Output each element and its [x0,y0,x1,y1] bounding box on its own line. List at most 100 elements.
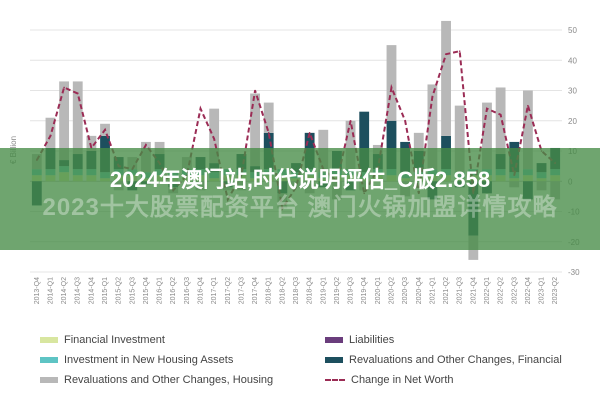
legend-label: Revaluations and Other Changes, Housing [64,374,274,386]
x-tick-label: 2017-Q2 [225,277,232,304]
legend-financial-investment: Financial Investment [40,334,165,346]
legend-dash-line [325,379,345,381]
bar-segment [359,111,370,173]
net-worth-point [254,89,256,92]
bar-segment [59,81,70,161]
bar-segment [263,102,274,133]
net-worth-point [486,107,488,110]
net-worth-point [499,113,502,116]
bar-segment [495,87,506,155]
legend-swatch [325,337,343,343]
x-tick-label: 2015-Q3 [129,277,136,304]
legend-label: Financial Investment [64,334,165,346]
bar-segment [72,81,83,155]
legend-new-housing: Investment in New Housing Assets [40,354,233,366]
x-tick-label: 2022-Q4 [525,277,532,304]
bar-segment [413,132,424,151]
net-worth-point [404,119,406,122]
y-tick-label: 50 [568,26,577,35]
legend-label: Investment in New Housing Assets [64,354,234,366]
bar-segment [386,120,397,170]
x-tick-label: 2021-Q2 [443,277,450,304]
x-tick-label: 2020-Q4 [416,277,423,304]
x-tick-label: 2014-Q4 [88,277,95,304]
net-worth-point [458,50,461,52]
net-worth-point [63,86,65,89]
x-tick-label: 2021-Q4 [470,277,477,304]
bar-segment [386,45,397,121]
overlay-banner [0,148,600,250]
legend-swatch [40,377,58,383]
x-tick-label: 2018-Q2 [279,277,286,304]
bar-segment [522,90,533,170]
net-worth-point [308,132,311,134]
x-tick-label: 2020-Q1 [375,277,382,304]
net-worth-point [349,119,352,122]
x-tick-label: 2021-Q3 [457,277,464,304]
x-tick-label: 2015-Q1 [102,277,109,304]
bar-segment [45,117,56,148]
net-worth-point [76,92,79,95]
legend-swatch [40,337,58,343]
x-tick-label: 2018-Q4 [307,277,314,304]
x-tick-label: 2014-Q3 [75,277,82,304]
y-tick-label: 30 [568,87,577,96]
net-worth-point [213,138,215,140]
x-tick-label: 2019-Q3 [348,277,355,304]
banner-title: 2024年澳门站,时代说明评估_C版2.858 [109,167,491,192]
net-worth-point [267,132,270,134]
bar-segment [427,84,438,170]
net-worth-point [527,104,529,107]
x-tick-label: 2022-Q1 [484,277,491,304]
legend-label: Revaluations and Other Changes, Financia… [349,354,562,366]
net-worth-point [199,107,202,110]
x-tick-label: 2018-Q3 [293,277,300,304]
x-tick-label: 2013-Q4 [34,277,41,304]
chart-legend: Financial Investment Liabilities Investm… [40,334,580,394]
net-worth-point [104,129,106,131]
bar-segment [154,141,165,155]
legend-reval-financial: Revaluations and Other Changes, Financia… [325,354,562,366]
x-tick-label: 2016-Q4 [198,277,205,304]
legend-liabilities: Liabilities [325,334,394,346]
x-tick-label: 2015-Q4 [143,277,150,304]
y-tick-label: 40 [568,56,577,65]
x-tick-label: 2014-Q1 [47,277,54,304]
net-worth-point [145,144,147,146]
x-axis-ticks: 2013-Q4 2014-Q1 2014-Q2 2014-Q3 2014-Q4 2015-… [34,277,559,304]
x-tick-label: 2022-Q3 [511,277,518,304]
legend-label: Liabilities [349,334,395,346]
x-tick-label: 2017-Q1 [211,277,218,304]
x-tick-label: 2019-Q1 [320,277,327,304]
net-worth-point [445,53,447,55]
x-tick-label: 2021-Q1 [429,277,436,304]
bar-segment [86,135,97,151]
net-worth-point [390,86,393,89]
x-tick-label: 2015-Q2 [116,277,123,304]
x-tick-label: 2023-Q1 [539,277,546,304]
ghost-watermark-text: 2023十大股票配资平台 澳门火锅加盟详情攻略 [42,194,558,221]
bar-segment [209,108,220,164]
legend-swatch [325,357,343,363]
net-worth-point [431,95,434,98]
x-tick-label: 2016-Q3 [184,277,191,304]
x-tick-label: 2023-Q2 [552,277,559,304]
x-tick-label: 2016-Q1 [157,277,164,304]
x-tick-label: 2019-Q4 [361,277,368,304]
x-tick-label: 2022-Q2 [498,277,505,304]
y-tick-label: -30 [568,268,580,277]
bar-segment [250,93,260,167]
x-tick-label: 2017-Q4 [252,277,259,304]
legend-label: Change in Net Worth [351,374,454,386]
x-tick-label: 2014-Q2 [61,277,68,304]
x-tick-label: 2016-Q2 [170,277,177,304]
x-tick-label: 2019-Q2 [334,277,341,304]
x-tick-label: 2017-Q3 [238,277,245,304]
bar-segment [454,105,465,173]
x-tick-label: 2020-Q3 [402,277,409,304]
y-tick-label: 20 [568,117,577,126]
legend-swatch [40,357,58,363]
x-tick-label: 2018-Q1 [266,277,273,304]
legend-reval-housing: Revaluations and Other Changes, Housing [40,374,273,386]
x-tick-label: 2020-Q2 [388,277,395,304]
